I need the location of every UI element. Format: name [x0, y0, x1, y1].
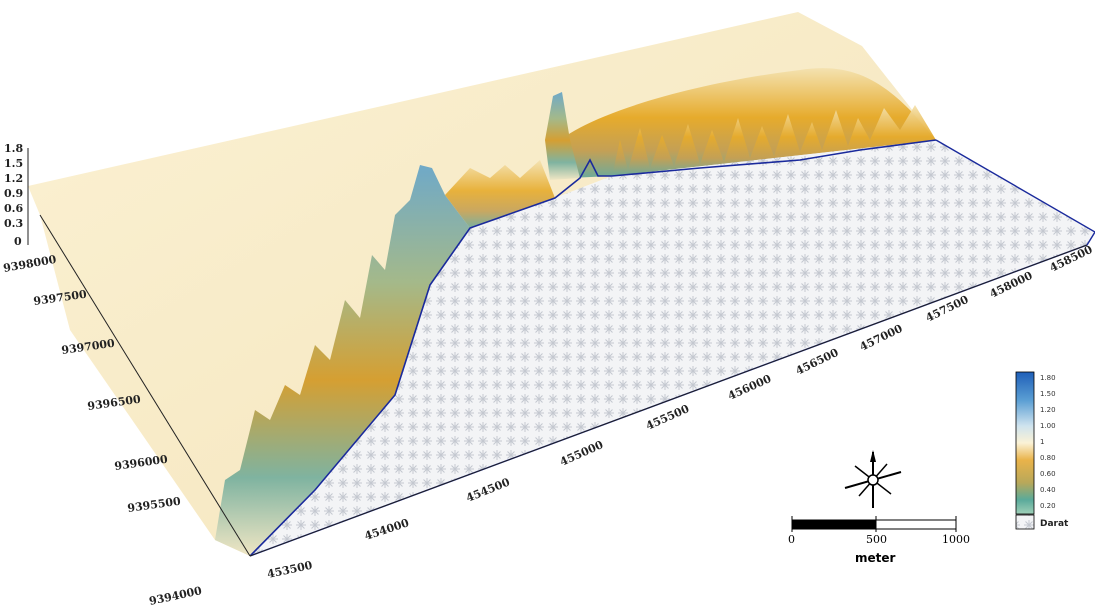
coastline [249, 139, 937, 557]
sea-area [250, 140, 1095, 556]
z-tick: 0.6 [4, 202, 23, 215]
y-tick: 9398000 [2, 253, 57, 275]
legend-label: 0.80 [1040, 454, 1056, 462]
scale-label-0: 0 [788, 533, 795, 546]
legend-label-darat: Darat [1040, 519, 1069, 529]
cliff-middle [445, 160, 555, 228]
z-tick: 1.8 [4, 142, 23, 155]
z-axis-labels: 1.8 1.5 1.2 0.9 0.6 0.3 0 [4, 142, 23, 248]
scale-label-1000: 1000 [942, 533, 970, 546]
ridge-right [560, 68, 936, 178]
legend-label: 0.60 [1040, 470, 1056, 478]
y-tick: 9395500 [127, 495, 182, 515]
x-tick: 454000 [363, 516, 411, 543]
legend-label: 1.50 [1040, 390, 1056, 398]
scale-unit: meter [855, 551, 896, 565]
z-tick: 0 [14, 235, 22, 248]
scale-label-500: 500 [866, 533, 887, 546]
x-tick: 455000 [558, 438, 606, 469]
x-tick: 453500 [266, 559, 314, 581]
z-tick: 0.9 [4, 187, 23, 200]
y-tick: 9396000 [114, 453, 169, 473]
y-tick: 9394000 [148, 584, 203, 608]
legend-label: 1.80 [1040, 374, 1056, 382]
legend-label: 1.00 [1040, 422, 1056, 430]
legend-label: 0.40 [1040, 486, 1056, 494]
x-axis-line [249, 244, 1088, 557]
scale-bar: 0 500 1000 meter [788, 516, 970, 565]
z-tick: 1.5 [4, 157, 23, 170]
x-tick: 454500 [464, 475, 512, 504]
legend: 1.80 1.50 1.20 1.00 1 0.80 0.60 0.40 0.2… [1015, 371, 1069, 530]
compass-rose-icon [844, 450, 902, 508]
z-tick: 1.2 [4, 172, 23, 185]
ridge-spikes [612, 105, 936, 176]
z-tick: 0.3 [4, 217, 23, 230]
cliff-left [215, 165, 470, 556]
legend-label: 1 [1040, 438, 1044, 446]
legend-label: 1.20 [1040, 406, 1056, 414]
legend-label: 0.20 [1040, 502, 1056, 510]
y-axis-line [39, 214, 251, 557]
peak [545, 92, 580, 180]
